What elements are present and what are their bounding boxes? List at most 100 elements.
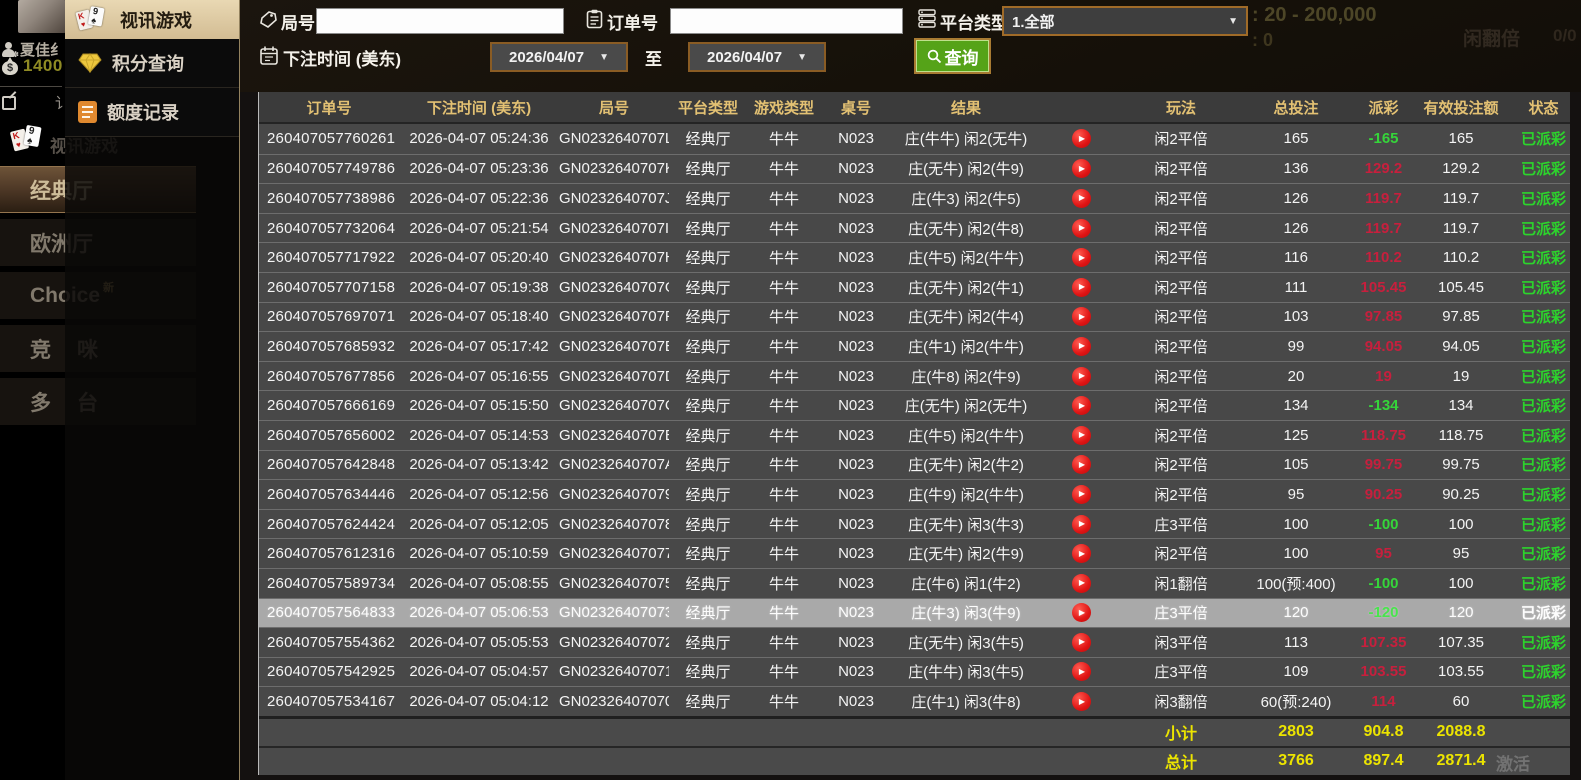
play-video-button[interactable]: ▶ bbox=[1071, 514, 1091, 534]
table-row[interactable]: 260407057656002 2026-04-07 05:14:53 GN0232… bbox=[259, 419, 1570, 450]
document-icon bbox=[78, 101, 97, 123]
table-row[interactable]: 260407057717922 2026-04-07 05:20:40 GN0232… bbox=[259, 242, 1570, 272]
table-row[interactable]: 260407057634446 2026-04-07 05:12:56 GN0232… bbox=[259, 479, 1570, 509]
play-video-button[interactable]: ▶ bbox=[1071, 366, 1091, 386]
order-input[interactable] bbox=[670, 8, 903, 34]
play-video-button[interactable]: ▶ bbox=[1071, 603, 1091, 623]
play-video-button[interactable]: ▶ bbox=[1071, 632, 1091, 652]
tag-icon bbox=[260, 11, 277, 28]
play-video-button[interactable]: ▶ bbox=[1071, 484, 1091, 504]
cell-status: 已派彩 bbox=[1520, 427, 1566, 445]
cell-total-bet: 100 bbox=[1283, 545, 1309, 563]
table-row[interactable]: 260407057642848 2026-04-07 05:13:42 GN0232… bbox=[259, 449, 1570, 480]
table-row[interactable]: 260407057612316 2026-04-07 05:10:59 GN0232… bbox=[259, 538, 1570, 568]
platform-select[interactable]: 1.全部 ▼ bbox=[1002, 6, 1248, 36]
cell-payout: -134 bbox=[1368, 397, 1399, 415]
cell-bet-time: 2026-04-07 05:15:50 bbox=[409, 397, 549, 415]
play-video-button[interactable]: ▶ bbox=[1071, 396, 1091, 416]
play-video-button[interactable]: ▶ bbox=[1071, 336, 1091, 356]
play-video-button[interactable]: ▶ bbox=[1071, 307, 1091, 327]
play-video-button[interactable]: ▶ bbox=[1071, 425, 1091, 445]
cell-total-bet: 125 bbox=[1283, 426, 1309, 444]
play-video-button[interactable]: ▶ bbox=[1071, 455, 1091, 475]
cell-round-number: GN0232640707G bbox=[559, 278, 669, 296]
column-header: 平台类型 bbox=[677, 99, 738, 117]
cell-game-type: 牛牛 bbox=[768, 131, 799, 149]
cell-round-number: GN02326407073 bbox=[559, 604, 669, 622]
cell-play: ▶ bbox=[1041, 336, 1121, 356]
table-row[interactable]: 260407057554362 2026-04-07 05:05:53 GN0232… bbox=[259, 627, 1570, 657]
ghost-total-text: : 0 bbox=[1252, 30, 1274, 50]
play-video-button[interactable]: ▶ bbox=[1071, 692, 1091, 712]
cell-order-number: 260407057749786 bbox=[267, 160, 396, 178]
play-video-button[interactable]: ▶ bbox=[1071, 544, 1091, 564]
table-row[interactable]: 260407057677856 2026-04-07 05:16:55 GN0232… bbox=[259, 360, 1570, 391]
cell-platform-type: 经典厅 bbox=[685, 279, 731, 297]
cell-valid-bet: 165 bbox=[1448, 130, 1474, 148]
cell-platform-type: 经典厅 bbox=[685, 161, 731, 179]
flyout-item-points-query[interactable]: 积分查询 bbox=[65, 39, 239, 88]
cell-game-type: 牛牛 bbox=[768, 575, 799, 593]
table-row[interactable]: 260407057685932 2026-04-07 05:17:42 GN0232… bbox=[259, 331, 1570, 361]
cell-play: ▶ bbox=[1041, 129, 1121, 149]
cell-game-type: 牛牛 bbox=[768, 457, 799, 475]
flyout-menu: K ♥ 9 ♠ 视讯游戏 积分查询 额度记录 bbox=[65, 0, 240, 780]
cell-table-number: N023 bbox=[838, 278, 874, 296]
table-body: 260407057760261 2026-04-07 05:24:36 GN0232… bbox=[259, 124, 1570, 716]
cell-table-number: N023 bbox=[838, 308, 874, 326]
flyout-item-video-games[interactable]: K ♥ 9 ♠ 视讯游戏 bbox=[65, 0, 239, 39]
cell-status: 已派彩 bbox=[1520, 368, 1566, 386]
table-row[interactable]: 260407057589734 2026-04-07 05:08:55 GN0232… bbox=[259, 567, 1570, 598]
play-video-button[interactable]: ▶ bbox=[1071, 218, 1091, 238]
cell-total-bet: 105 bbox=[1283, 456, 1309, 474]
cell-status: 已派彩 bbox=[1520, 220, 1566, 238]
cell-payout: 105.45 bbox=[1360, 278, 1407, 296]
table-row[interactable]: 260407057534167 2026-04-07 05:04:12 GN0232… bbox=[259, 686, 1570, 716]
flyout-item-credit-records[interactable]: 额度记录 bbox=[65, 88, 239, 137]
cell-order-number: 260407057624424 bbox=[267, 515, 396, 533]
cell-payout: 119.7 bbox=[1365, 219, 1402, 237]
cell-platform-type: 经典厅 bbox=[685, 250, 731, 268]
cell-payout: -165 bbox=[1368, 130, 1399, 148]
play-video-button[interactable]: ▶ bbox=[1071, 573, 1091, 593]
play-video-button[interactable]: ▶ bbox=[1071, 188, 1091, 208]
table-row[interactable]: 260407057732064 2026-04-07 05:21:54 GN0232… bbox=[259, 212, 1570, 243]
column-header: 游戏类型 bbox=[753, 99, 814, 117]
cell-table-number: N023 bbox=[838, 456, 874, 474]
cell-play: ▶ bbox=[1041, 366, 1121, 386]
play-video-button[interactable]: ▶ bbox=[1071, 662, 1091, 682]
cell-order-number: 260407057717922 bbox=[267, 249, 396, 267]
cell-platform-type: 经典厅 bbox=[685, 220, 731, 238]
play-video-button[interactable]: ▶ bbox=[1071, 159, 1091, 179]
table-row[interactable]: 260407057624424 2026-04-07 05:12:05 GN0232… bbox=[259, 508, 1570, 539]
play-video-button[interactable]: ▶ bbox=[1071, 248, 1091, 268]
cell-payout: 95 bbox=[1375, 545, 1392, 563]
play-video-button[interactable]: ▶ bbox=[1071, 129, 1091, 149]
table-row[interactable]: 260407057697071 2026-04-07 05:18:40 GN0232… bbox=[259, 301, 1570, 332]
cell-round-number: GN0232640707F bbox=[559, 308, 669, 326]
cell-bet-time: 2026-04-07 05:18:40 bbox=[409, 308, 549, 326]
column-header: 派彩 bbox=[1368, 99, 1399, 117]
cell-payout: 118.75 bbox=[1360, 426, 1407, 444]
table-row[interactable]: 260407057760261 2026-04-07 05:24:36 GN0232… bbox=[259, 124, 1570, 154]
round-input[interactable] bbox=[316, 8, 564, 34]
cell-round-number: GN0232640707D bbox=[559, 367, 669, 385]
date-from-select[interactable]: 2026/04/07 ▼ bbox=[490, 42, 628, 72]
cell-status: 已派彩 bbox=[1520, 131, 1566, 149]
table-row[interactable]: 260407057666169 2026-04-07 05:15:50 GN0232… bbox=[259, 390, 1570, 420]
cell-table-number: N023 bbox=[838, 604, 874, 622]
cell-platform-type: 经典厅 bbox=[685, 131, 731, 149]
table-row[interactable]: 260407057564833 2026-04-07 05:06:53 GN0232… bbox=[259, 597, 1570, 628]
table-row[interactable]: 260407057738986 2026-04-07 05:22:36 GN0232… bbox=[259, 183, 1570, 213]
search-button[interactable]: 查询 bbox=[914, 38, 991, 74]
table-row[interactable]: 260407057542925 2026-04-07 05:04:57 GN0232… bbox=[259, 656, 1570, 687]
date-to-select[interactable]: 2026/04/07 ▼ bbox=[688, 42, 826, 72]
avatar bbox=[18, 0, 66, 33]
table-row[interactable]: 260407057707158 2026-04-07 05:19:38 GN0232… bbox=[259, 271, 1570, 302]
cell-result: 庄(牛6) 闲1(牛2) bbox=[911, 575, 1021, 593]
play-video-button[interactable]: ▶ bbox=[1071, 277, 1091, 297]
cell-order-number: 260407057612316 bbox=[267, 545, 396, 563]
cell-bet-time: 2026-04-07 05:12:05 bbox=[409, 515, 549, 533]
table-row[interactable]: 260407057749786 2026-04-07 05:23:36 GN0232… bbox=[259, 153, 1570, 184]
cell-round-number: GN0232640707I bbox=[559, 219, 669, 237]
